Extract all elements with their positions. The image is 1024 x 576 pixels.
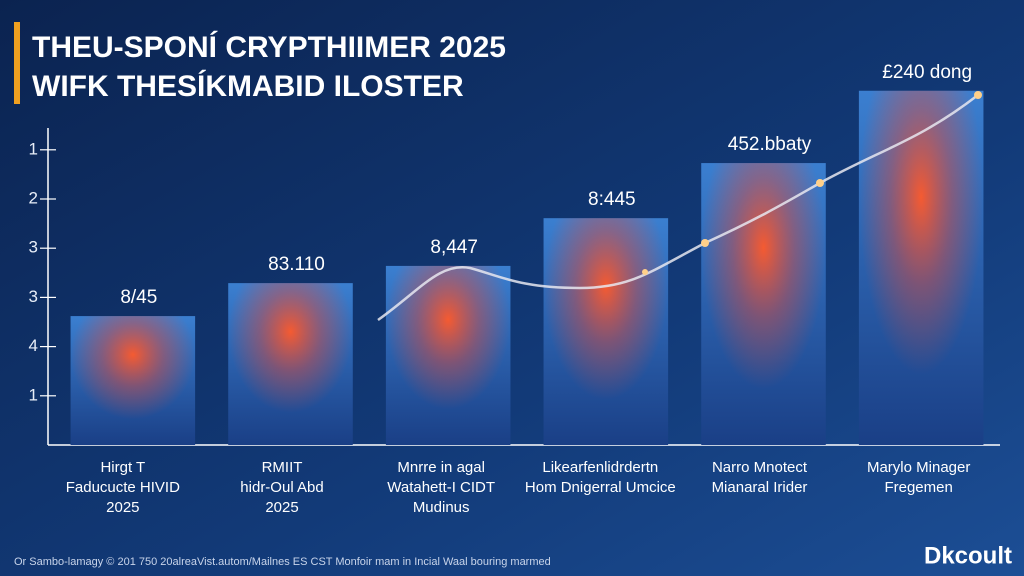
bar-annotation: 452.bbaty (728, 134, 812, 155)
trend-points (642, 91, 982, 275)
bar-glow (228, 283, 353, 445)
bar-glow (543, 218, 669, 445)
x-tick-label: RMIIT (262, 459, 303, 476)
bar-glow (858, 90, 984, 445)
bar-glow (70, 316, 196, 445)
x-tick-label: Watahett-I CIDT (387, 479, 495, 496)
x-tick-label: Fregemen (884, 479, 952, 496)
chart-subtitle: WIFK THESÍKMABID ILOSTER (32, 69, 464, 103)
y-tick-label: 3 (29, 238, 38, 257)
trend-point (816, 179, 824, 187)
trend-point (701, 239, 709, 247)
bar-annotation: 83.110 (268, 254, 325, 275)
y-tick-label: 1 (29, 139, 38, 158)
bar-annotation: 8:445 (588, 189, 636, 210)
x-tick-label: Narro Mnotect (712, 459, 808, 476)
bar-glow (701, 163, 826, 446)
trend-line (377, 94, 979, 322)
chart-title: THEU-SPONÍ CRYPTHIIMER 2025 (32, 30, 506, 64)
x-tick-label: Faducucte HIVID (66, 479, 180, 496)
x-tick-label: 2025 (106, 499, 139, 516)
x-tick-label: Mnrre in agal (397, 459, 485, 476)
trend-point (642, 269, 648, 275)
bar-glow (385, 265, 511, 445)
x-tick-label: Marylo Minager (867, 459, 970, 476)
bar-annotation: 8/45 (120, 287, 157, 308)
title-accent (14, 22, 20, 104)
x-tick-label: 2025 (265, 499, 298, 516)
x-tick-label: Mianaral Irider (712, 479, 808, 496)
bar-annotation: 8,447 (430, 237, 478, 258)
y-tick-label: 1 (29, 385, 38, 404)
x-tick-label: Hom Dnigerral Umcice (525, 479, 676, 496)
bar-annotation: £240 dong (882, 62, 972, 83)
footer: Or Sambo-lamagy © 201 750 20alreaVist.au… (14, 556, 551, 568)
y-tick-label: 3 (29, 287, 38, 306)
logo: Dkcoult (924, 542, 1012, 569)
trend-point (974, 91, 982, 99)
x-tick-label: Likearfenlidrdertn (542, 459, 658, 476)
y-tick-label: 2 (29, 188, 38, 207)
x-tick-label: Mudinus (413, 499, 470, 516)
x-tick-label: Hirgt T (100, 459, 145, 476)
x-tick-label: hidr-Oul Abd (240, 479, 323, 496)
y-tick-label: 4 (29, 336, 38, 355)
